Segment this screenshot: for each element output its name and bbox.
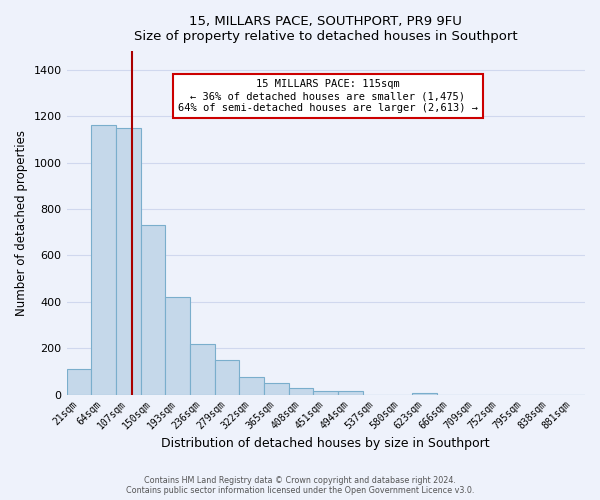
Bar	[338, 391, 363, 394]
Text: Contains HM Land Registry data © Crown copyright and database right 2024.
Contai: Contains HM Land Registry data © Crown c…	[126, 476, 474, 495]
Bar	[165, 297, 190, 394]
Bar	[91, 126, 116, 394]
X-axis label: Distribution of detached houses by size in Southport: Distribution of detached houses by size …	[161, 437, 490, 450]
Bar	[239, 377, 264, 394]
Bar	[264, 383, 289, 394]
Bar	[313, 391, 338, 394]
Bar	[190, 344, 215, 394]
Bar	[116, 128, 140, 394]
Y-axis label: Number of detached properties: Number of detached properties	[15, 130, 28, 316]
Text: 15 MILLARS PACE: 115sqm
← 36% of detached houses are smaller (1,475)
64% of semi: 15 MILLARS PACE: 115sqm ← 36% of detache…	[178, 80, 478, 112]
Bar	[289, 388, 313, 394]
Bar	[215, 360, 239, 394]
Title: 15, MILLARS PACE, SOUTHPORT, PR9 9FU
Size of property relative to detached house: 15, MILLARS PACE, SOUTHPORT, PR9 9FU Siz…	[134, 15, 518, 43]
Bar	[140, 225, 165, 394]
Bar	[67, 369, 91, 394]
